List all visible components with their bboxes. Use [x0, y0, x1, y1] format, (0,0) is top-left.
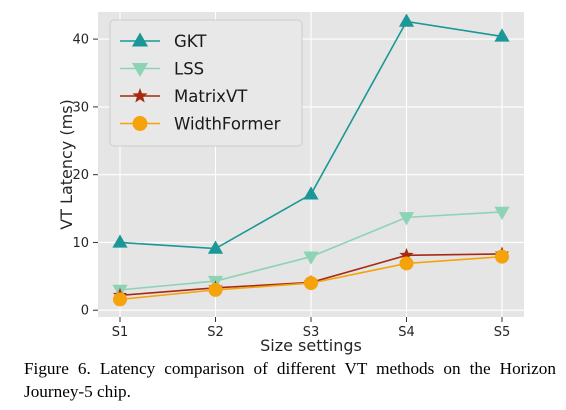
legend-marker-matrixvt	[132, 88, 148, 103]
series-layer	[112, 13, 510, 307]
legend-label-lss: LSS	[174, 60, 204, 79]
legend-label-matrixvt: MatrixVT	[174, 87, 248, 106]
data-point-lss	[303, 251, 319, 265]
y-tick-label: 0	[81, 304, 89, 319]
axis-ticks: 0 10 20 30 40 S1 S2 S3 S4 S5	[72, 33, 510, 340]
legend-item-matrixvt: MatrixVT	[120, 87, 248, 106]
latency-chart: 0 10 20 30 40 S1 S2 S3 S4 S5 Size settings VT Lat…	[57, 12, 524, 355]
series-widthformer	[113, 249, 509, 307]
figure-caption: Figure 6. Latency comparison of differen…	[24, 359, 556, 401]
x-tick-label: S3	[303, 325, 320, 340]
series-gkt	[112, 13, 510, 254]
x-axis-label: Size settings	[260, 336, 362, 355]
x-tick-label: S2	[207, 325, 224, 340]
legend-item-widthformer: WidthFormer	[120, 115, 281, 134]
data-point-widthformer	[399, 256, 414, 271]
y-tick-label: 40	[72, 33, 89, 48]
x-tick-label: S1	[112, 325, 129, 340]
data-point-gkt	[303, 186, 319, 200]
legend-marker-gkt	[131, 32, 149, 47]
legend-item-lss: LSS	[120, 60, 204, 79]
data-point-lss	[494, 206, 510, 220]
y-tick-label: 20	[72, 168, 89, 183]
data-point-gkt	[398, 13, 415, 27]
x-tick-label: S4	[398, 325, 415, 340]
data-point-matrixvt	[399, 247, 414, 262]
legend-marker-lss	[131, 62, 149, 77]
x-tick-label: S5	[494, 325, 511, 340]
data-point-gkt	[112, 234, 128, 248]
legend-item-gkt: GKT	[120, 32, 207, 51]
y-tick-label: 30	[72, 100, 89, 115]
legend-label-widthformer: WidthFormer	[174, 115, 281, 134]
legend-marker-widthformer	[132, 116, 148, 131]
data-point-widthformer	[495, 249, 509, 264]
legend-label-gkt: GKT	[174, 32, 207, 51]
legend: GKT LSS MatrixVT WidthFormer	[109, 19, 303, 147]
data-point-widthformer	[304, 276, 318, 291]
data-point-gkt	[207, 240, 224, 254]
data-point-widthformer	[113, 292, 127, 307]
data-point-lss	[398, 212, 415, 226]
data-point-widthformer	[208, 282, 223, 297]
y-axis-label: VT Latency (ms)	[57, 99, 76, 230]
data-point-gkt	[494, 28, 510, 42]
y-tick-label: 10	[72, 236, 89, 251]
legend-box	[109, 19, 303, 147]
